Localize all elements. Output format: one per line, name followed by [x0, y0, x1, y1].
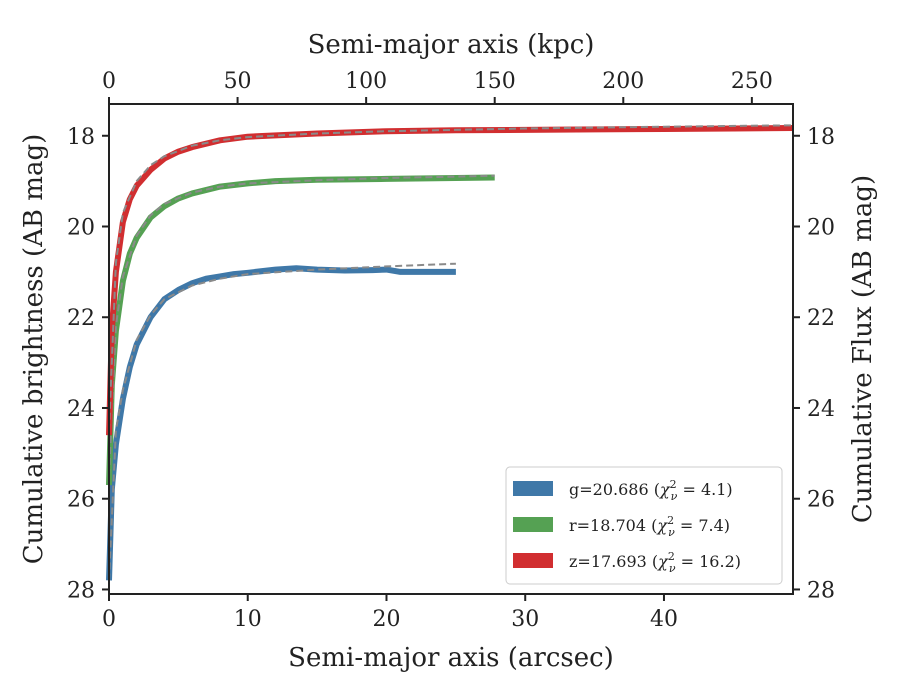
- plot-frame: [108, 103, 794, 595]
- y-axis-title: Cumulative brightness (AB mag): [19, 134, 49, 565]
- y-tick-label: 28: [67, 578, 95, 603]
- top-tick-label: 0: [102, 69, 116, 94]
- top-tick-label: 200: [602, 69, 644, 94]
- x-tick-label: 30: [511, 607, 539, 632]
- top-tick-label: 250: [731, 69, 773, 94]
- x-tick-label: 10: [234, 607, 262, 632]
- right-tick-label: 24: [807, 397, 835, 422]
- legend-swatch-g: [513, 481, 553, 496]
- x-axis-title: Semi-major axis (arcsec): [288, 643, 614, 673]
- x-tick-label: 40: [650, 607, 678, 632]
- right-tick-label: 20: [807, 216, 835, 241]
- legend-swatch-r: [513, 517, 553, 532]
- right-axis-title: Cumulative Flux (AB mag): [848, 175, 878, 523]
- x-tick-label: 0: [102, 607, 116, 632]
- right-tick-label: 18: [807, 125, 835, 150]
- series-z-model: [108, 124, 794, 431]
- x-tick-label: 20: [372, 607, 400, 632]
- legend-swatch-z: [513, 553, 553, 568]
- top-tick-label: 50: [224, 69, 252, 94]
- series-g-model: [108, 262, 456, 581]
- top-axis-title: Semi-major axis (kpc): [308, 30, 595, 60]
- series-g-line: [106, 265, 456, 581]
- right-tick-label: 26: [807, 488, 835, 513]
- legend-label-r: r=18.704 (χ2 ν = 7.4): [569, 514, 730, 539]
- series-r-model: [108, 174, 495, 477]
- legend-box: [505, 466, 783, 585]
- curves-layer: [106, 124, 794, 581]
- y-tick-label: 18: [67, 125, 95, 150]
- top-tick-label: 100: [345, 69, 387, 94]
- legend-label-z: z=17.693 (χ2 ν = 16.2): [569, 550, 741, 575]
- legend-label-g: g=20.686 (χ2 ν = 4.1): [569, 478, 733, 503]
- top-tick-label: 150: [474, 69, 516, 94]
- legend-items: g=20.686 (χ2 ν = 4.1) r=18.704 (χ2 ν = 7.4)…: [513, 478, 741, 575]
- series-r-line: [106, 174, 495, 486]
- right-tick-label: 28: [807, 578, 835, 603]
- right-tick-label: 22: [807, 306, 835, 331]
- y-tick-label: 24: [67, 397, 95, 422]
- y-tick-label: 20: [67, 216, 95, 241]
- legend: g=20.686 (χ2 ν = 4.1) r=18.704 (χ2 ν = 7.4)…: [505, 466, 783, 585]
- y-tick-label: 22: [67, 306, 95, 331]
- ticks-layer: 0 10 20 30 40 0 50 100 150 200 250 18 18 20 20 22 22 24 24…: [67, 69, 835, 632]
- y-tick-label: 26: [67, 488, 95, 513]
